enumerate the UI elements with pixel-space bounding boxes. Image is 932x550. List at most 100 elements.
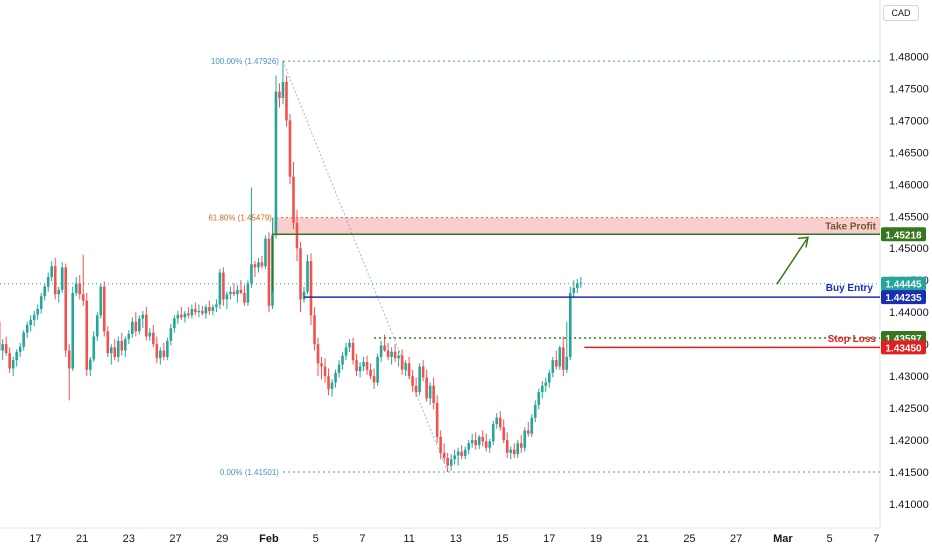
candle-body [558, 347, 562, 367]
y-tick-label: 1.46500 [889, 147, 929, 159]
candle-body [109, 347, 113, 354]
candle [526, 422, 530, 437]
candle [131, 317, 134, 338]
candle [236, 285, 239, 303]
candle [302, 286, 306, 303]
candle [43, 283, 47, 301]
fib-trend-line [282, 60, 449, 473]
x-tick-label: 15 [496, 533, 508, 545]
currency-badge[interactable]: CAD [883, 5, 919, 21]
candle-body [4, 344, 8, 354]
candle [470, 433, 474, 448]
candle-body [320, 363, 323, 367]
candle [25, 321, 29, 338]
candle [449, 454, 453, 471]
buy-entry-label: Buy Entry [826, 283, 874, 294]
candle [50, 261, 54, 282]
candle [18, 342, 22, 357]
stop-loss-price-tag-text: 1.43450 [885, 343, 922, 354]
candle [337, 360, 341, 378]
candle [81, 254, 85, 306]
candle-body [446, 457, 449, 466]
y-tick-label: 1.41000 [889, 499, 929, 511]
candle [46, 272, 50, 292]
candle [225, 291, 229, 309]
candle [187, 307, 190, 319]
candle-body [250, 264, 253, 284]
y-tick-label: 1.44000 [889, 307, 929, 319]
y-tick-label: 1.45500 [889, 211, 929, 223]
take-profit-zone [272, 217, 880, 235]
candle [116, 336, 120, 363]
candle-body [197, 310, 201, 313]
candle-body [351, 342, 355, 361]
candle [246, 280, 250, 306]
candle [400, 349, 404, 375]
candle [274, 75, 278, 239]
candle-body [327, 376, 330, 389]
candle-body [491, 424, 495, 442]
candle-body [369, 369, 372, 377]
candle [344, 342, 348, 361]
candle-body [267, 238, 271, 306]
candle-body [257, 262, 260, 268]
candle-body [78, 283, 82, 295]
candle [306, 254, 309, 295]
candle-body [18, 346, 22, 352]
candle-body [358, 366, 362, 372]
candle-body [11, 360, 15, 369]
candle-body [313, 315, 316, 345]
candle-body [81, 294, 85, 301]
candle [579, 277, 583, 288]
candle [334, 369, 337, 388]
candle-body [264, 238, 267, 267]
candle [78, 275, 82, 300]
candle-body [397, 355, 400, 359]
candle [453, 449, 456, 465]
candle [32, 310, 36, 327]
candle [379, 340, 383, 363]
candle [194, 302, 197, 316]
buy-entry-price-tag: 1.44235 [881, 290, 926, 305]
candle [358, 362, 362, 378]
candle-body [8, 353, 11, 369]
candle-body [467, 443, 470, 450]
candle-body [278, 91, 281, 98]
candle-body [537, 392, 541, 405]
candle-body [379, 345, 383, 357]
candle-body [120, 340, 124, 351]
candle [404, 360, 407, 377]
candle [278, 83, 281, 108]
candle [145, 307, 148, 341]
candle-body [36, 308, 39, 315]
take-profit-price-tag-bg [881, 227, 926, 242]
candle [502, 419, 506, 444]
candle [60, 262, 64, 293]
candle-body [173, 318, 176, 329]
candle [169, 323, 173, 346]
candle-body [131, 321, 134, 334]
candle [267, 232, 271, 313]
candle [11, 356, 15, 377]
candle-body [22, 332, 25, 347]
x-tick-label: Mar [773, 533, 793, 545]
candle [288, 113, 292, 185]
candle [383, 334, 386, 352]
candle-body [116, 340, 120, 357]
candle [446, 452, 449, 473]
candle [281, 60, 285, 105]
current-price-tag-text: 1.44445 [885, 280, 922, 291]
candle [362, 356, 365, 372]
candle [544, 377, 548, 393]
candle [141, 310, 145, 329]
candle [222, 267, 225, 306]
candle [183, 310, 187, 323]
candle [323, 358, 327, 383]
candle [421, 360, 425, 382]
candle-body [348, 342, 351, 348]
candle-body [295, 222, 299, 249]
candle-body [239, 289, 243, 293]
candle-body [127, 333, 131, 340]
candle [509, 446, 513, 460]
